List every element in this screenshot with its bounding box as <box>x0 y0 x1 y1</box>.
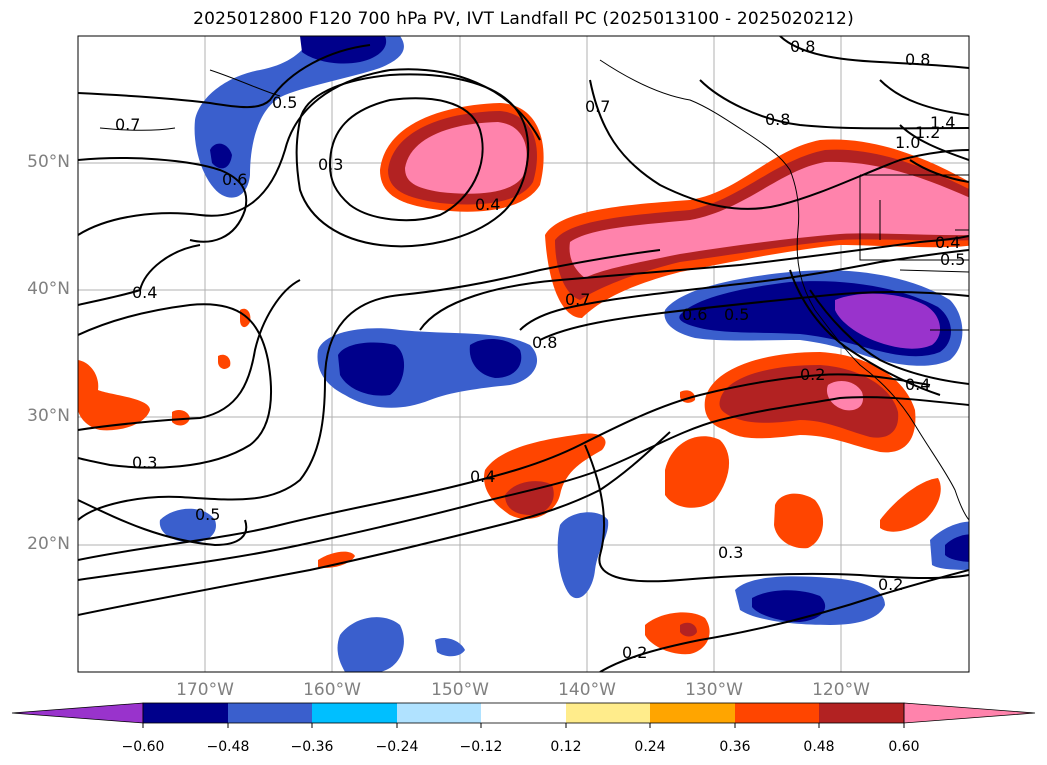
contour-label: 1.2 <box>915 123 940 142</box>
contour-label: 0.8 <box>905 50 930 69</box>
contour-label: 0.8 <box>765 110 790 129</box>
colorbar-tick-label: 0.48 <box>803 739 835 755</box>
colorbar-segment <box>397 703 481 723</box>
contour-label: 0.5 <box>195 505 220 524</box>
colorbar-extend-high <box>903 702 1036 724</box>
contour-label: 0.4 <box>475 195 500 214</box>
lat-label-30n: 30°N <box>27 406 70 426</box>
contour-label: 0.5 <box>724 305 749 324</box>
contour-label: 0.3 <box>132 453 157 472</box>
coastline <box>99 59 969 521</box>
contour-label: 0.7 <box>115 115 140 134</box>
colorbar-segment <box>481 703 566 723</box>
lon-label-130w: 130°W <box>685 680 743 700</box>
contour-label: 0.4 <box>470 467 495 486</box>
lon-label-150w: 150°W <box>431 680 489 700</box>
colorbar-tick-label: −0.36 <box>290 739 334 755</box>
colorbar-tick-label: −0.48 <box>206 739 250 755</box>
colorbar-tick-label: 0.36 <box>719 739 751 755</box>
lat-label-50n: 50°N <box>27 152 70 172</box>
map-title: 2025012800 F120 700 hPa PV, IVT Landfall… <box>193 9 854 29</box>
lon-label-140w: 140°W <box>558 680 616 700</box>
contour-label: 0.3 <box>318 155 343 174</box>
contour-label: 0.5 <box>272 93 297 112</box>
contour-label: 0.2 <box>878 575 903 594</box>
lon-label-120w: 120°W <box>812 680 870 700</box>
colorbar-segment <box>566 703 650 723</box>
contour-labels: 0.8 0.8 0.7 0.8 1.0 1.2 1.4 0.7 0.5 0.3 … <box>115 37 965 662</box>
contour-label: 0.6 <box>222 170 247 189</box>
contour-label: 0.8 <box>532 333 557 352</box>
contour-label: 0.2 <box>800 365 825 384</box>
contour-label: 0.7 <box>585 97 610 116</box>
colorbar-segment <box>819 703 904 723</box>
lat-label-40n: 40°N <box>27 279 70 299</box>
lon-label-160w: 160°W <box>303 680 361 700</box>
contour-label: 0.7 <box>565 290 590 309</box>
pv-contours <box>78 36 969 672</box>
colorbar-tick-label: 0.60 <box>888 739 920 755</box>
lat-label-20n: 20°N <box>27 534 70 554</box>
contour-label: 0.3 <box>718 543 743 562</box>
colorbar-segment <box>143 703 228 723</box>
contour-label: 1.0 <box>895 133 920 152</box>
lon-label-170w: 170°W <box>176 680 234 700</box>
map-frame <box>77 35 970 673</box>
colorbar-tick-label: −0.12 <box>459 739 503 755</box>
colorbar-segment <box>228 703 312 723</box>
contour-label: 0.4 <box>132 283 157 302</box>
colorbar <box>11 702 1036 728</box>
contour-label: 0.4 <box>905 375 930 394</box>
colorbar-tick-label: 0.12 <box>550 739 582 755</box>
colorbar-tick-label: −0.24 <box>375 739 419 755</box>
colorbar-segment <box>312 703 397 723</box>
colorbar-extend-low <box>11 702 144 724</box>
contour-label: 0.8 <box>790 37 815 56</box>
negative-pv-shading <box>159 36 969 672</box>
colorbar-tick-label: −0.60 <box>121 739 165 755</box>
colorbar-segment <box>735 703 819 723</box>
contour-label: 1.4 <box>930 113 955 132</box>
colorbar-tick-label: 0.24 <box>634 739 666 755</box>
colorbar-segment <box>650 703 735 723</box>
colorbar-frame <box>142 702 905 724</box>
contour-label: 0.6 <box>682 305 707 324</box>
contour-label: 0.4 <box>935 233 960 252</box>
contour-label: 0.2 <box>622 643 647 662</box>
contour-label: 0.5 <box>940 250 965 269</box>
